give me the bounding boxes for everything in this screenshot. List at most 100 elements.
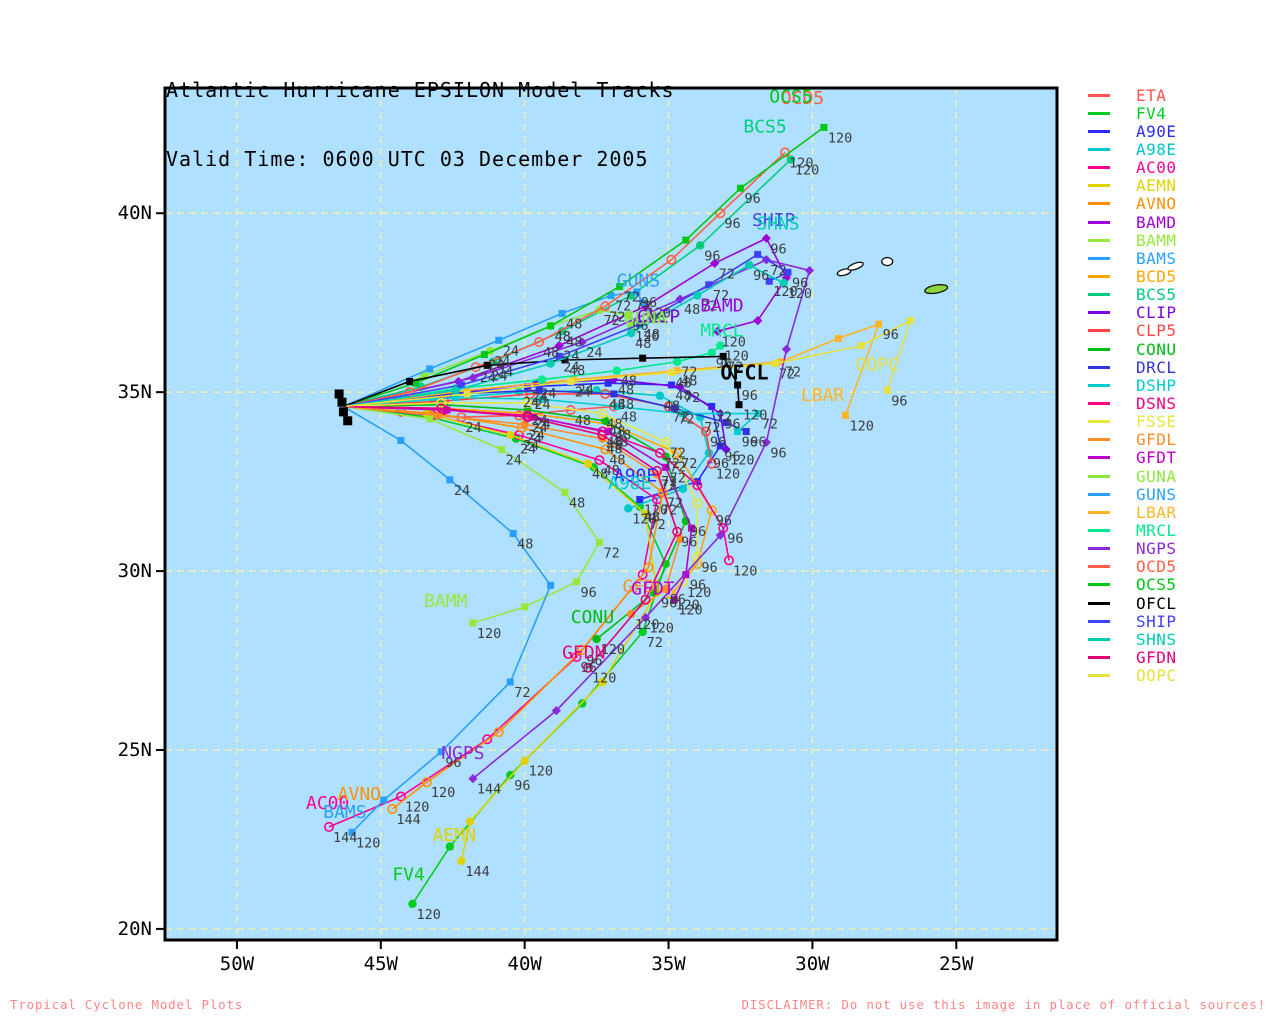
track-point-DRCL bbox=[742, 428, 750, 436]
hour-label-48: 48 bbox=[569, 495, 585, 511]
hour-label-72: 72 bbox=[664, 456, 680, 472]
hour-label-72: 72 bbox=[661, 477, 677, 493]
hour-label-96: 96 bbox=[670, 592, 686, 608]
hour-label-120: 120 bbox=[644, 503, 668, 519]
legend-dash-icon bbox=[1088, 129, 1110, 133]
legend-row-BAMM: BAMM bbox=[1088, 230, 1177, 250]
hour-label-48: 48 bbox=[618, 397, 634, 413]
legend-row-OFCL: OFCL bbox=[1088, 594, 1177, 613]
hour-label-48: 48 bbox=[675, 375, 691, 391]
hour-label-96: 96 bbox=[704, 248, 720, 264]
track-point-AC00 bbox=[482, 734, 493, 745]
legend-row-AEMN: AEMN bbox=[1088, 176, 1177, 195]
legend-label-A98E: A98E bbox=[1136, 140, 1177, 159]
track-point-CLIP bbox=[609, 375, 619, 385]
track-point-DSHP bbox=[734, 428, 742, 436]
track-point-OCS5 bbox=[480, 351, 488, 359]
hour-label-72: 72 bbox=[727, 359, 743, 375]
track-point-OCS5 bbox=[411, 379, 419, 387]
track-point-LBAR bbox=[875, 320, 883, 328]
track-point-GFDL bbox=[661, 584, 670, 594]
island-sao-miguel bbox=[924, 284, 949, 295]
y-tick-label-35N: 35N bbox=[118, 381, 152, 403]
hour-label-48: 48 bbox=[650, 309, 666, 325]
hour-label-48: 48 bbox=[606, 438, 622, 454]
track-point-DSNS bbox=[692, 480, 703, 491]
legend-dash-icon bbox=[1088, 401, 1110, 405]
hour-label-120: 120 bbox=[416, 907, 440, 923]
track-point-DRCL bbox=[722, 419, 730, 427]
track-point-AVNO bbox=[493, 727, 504, 738]
legend-label-BAMM: BAMM bbox=[1136, 230, 1177, 250]
track-point-SHIP bbox=[705, 281, 713, 289]
initial-point-square bbox=[334, 389, 344, 399]
legend-label-NGPS: NGPS bbox=[1136, 539, 1177, 559]
legend-dash-icon bbox=[1088, 637, 1110, 641]
legend-row-AVNO: AVNO bbox=[1088, 194, 1177, 213]
hour-label-72: 72 bbox=[670, 470, 686, 486]
track-point-AC00 bbox=[324, 821, 335, 832]
track-point-AEMN bbox=[457, 856, 466, 866]
chart-title-block: Atlantic Hurricane EPSILON Model Tracks … bbox=[166, 33, 675, 217]
hour-label-120: 120 bbox=[850, 418, 874, 434]
legend-row-A90E: A90E bbox=[1088, 122, 1177, 141]
track-point-GFDT bbox=[670, 596, 678, 604]
model-label-OOPC: OOPC bbox=[856, 355, 899, 376]
hour-label-24: 24 bbox=[526, 431, 542, 447]
hour-label-120: 120 bbox=[477, 626, 501, 642]
hour-label-48: 48 bbox=[566, 316, 582, 332]
track-point-OFCL bbox=[639, 354, 647, 362]
hour-label-24: 24 bbox=[465, 420, 481, 436]
hour-label-24: 24 bbox=[534, 417, 550, 433]
track-point-GUNA bbox=[624, 311, 633, 320]
hour-label-96: 96 bbox=[724, 216, 740, 232]
legend-row-LBAR: LBAR bbox=[1088, 503, 1177, 522]
track-point-BAMS bbox=[509, 530, 517, 538]
track-point-A90E bbox=[716, 442, 724, 450]
hour-label-48: 48 bbox=[606, 442, 622, 458]
track-point-OCS5 bbox=[616, 283, 624, 291]
hour-label-120: 120 bbox=[405, 800, 429, 816]
hour-label-24: 24 bbox=[503, 343, 519, 359]
hour-label-24: 24 bbox=[532, 390, 548, 406]
hour-label-96: 96 bbox=[445, 755, 461, 771]
track-BAMM bbox=[343, 405, 601, 624]
track-point-DRCL bbox=[670, 404, 678, 412]
legend-label-GUNA: GUNA bbox=[1136, 466, 1177, 486]
hour-label-48: 48 bbox=[555, 329, 571, 345]
legend-dash-icon bbox=[1088, 293, 1110, 297]
track-point-AVNO bbox=[600, 444, 611, 455]
track-point-GFDT bbox=[688, 524, 696, 532]
track-point-CONU bbox=[649, 588, 659, 597]
track-point-A98E bbox=[678, 484, 688, 493]
track-point-A90E bbox=[708, 402, 716, 410]
legend-label-GFDN: GFDN bbox=[1136, 647, 1177, 667]
hour-label-96: 96 bbox=[586, 653, 602, 669]
track-point-OCS5 bbox=[736, 184, 744, 192]
hour-label-96: 96 bbox=[724, 417, 740, 433]
legend-dash-icon bbox=[1088, 111, 1110, 115]
hour-label-120: 120 bbox=[795, 163, 819, 179]
hour-label-72: 72 bbox=[762, 417, 778, 433]
track-point-BCD5 bbox=[672, 447, 683, 458]
legend-row-DSHP: DSHP bbox=[1088, 376, 1177, 395]
hour-label-48: 48 bbox=[609, 424, 625, 440]
legend-dash-icon bbox=[1088, 274, 1110, 278]
hour-label-72: 72 bbox=[635, 299, 651, 315]
hour-label-48: 48 bbox=[612, 435, 628, 451]
legend-row-OOPC: OOPC bbox=[1088, 666, 1177, 685]
hour-label-96: 96 bbox=[690, 524, 706, 540]
track-GFDL bbox=[343, 405, 681, 615]
track-point-DRCL bbox=[449, 390, 457, 398]
hour-label-120: 120 bbox=[788, 286, 812, 302]
hour-label-96: 96 bbox=[883, 327, 899, 343]
track-point-OOPC bbox=[857, 342, 865, 350]
model-label-OFCL: OFCL bbox=[720, 361, 768, 385]
legend-row-GFDT: GFDT bbox=[1088, 448, 1177, 467]
hour-label-96: 96 bbox=[727, 531, 743, 547]
legend-label-BAMD: BAMD bbox=[1136, 212, 1177, 232]
legend-dash-icon bbox=[1088, 93, 1110, 97]
x-tick-label-30W: 30W bbox=[795, 953, 830, 975]
initial-point-square bbox=[337, 397, 347, 407]
